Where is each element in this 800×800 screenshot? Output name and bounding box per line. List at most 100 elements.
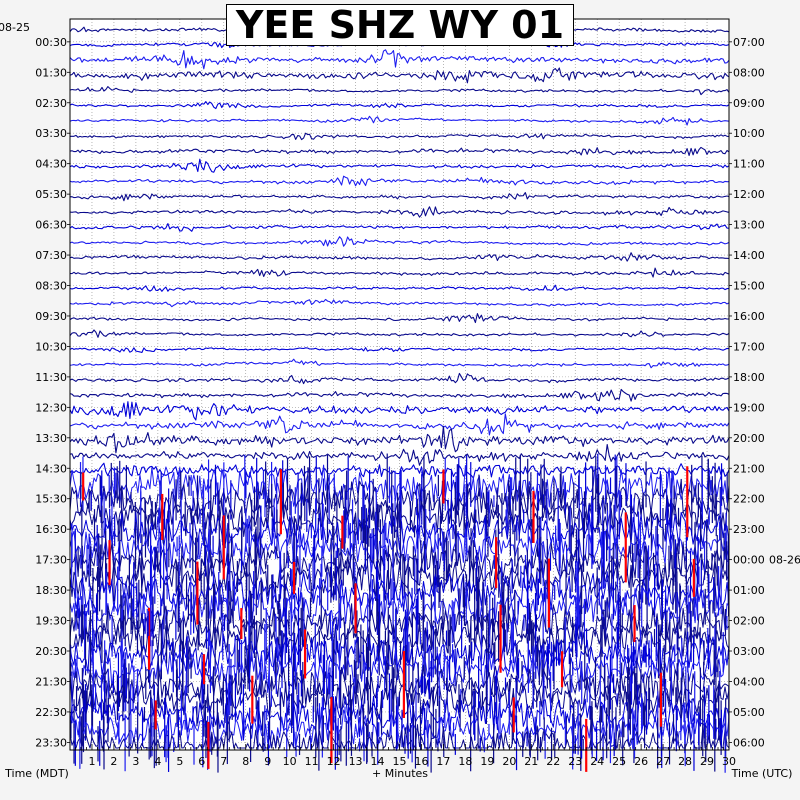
trace-row xyxy=(69,236,730,247)
trace-row xyxy=(69,443,730,466)
right-time-label: 02:00 xyxy=(733,615,765,628)
x-tick-label: 27 xyxy=(656,755,670,768)
left-date-label: 08-25 xyxy=(0,21,30,34)
right-time-label: 23:00 xyxy=(733,523,765,536)
trace-row xyxy=(69,252,730,262)
x-tick-label: 18 xyxy=(458,755,472,768)
left-time-label: 12:30 xyxy=(35,401,67,414)
right-time-label: 15:00 xyxy=(733,280,765,293)
trace-row xyxy=(69,206,730,218)
trace-row xyxy=(69,425,730,454)
right-time-label: 14:00 xyxy=(733,249,765,262)
x-tick-label: 3 xyxy=(132,755,139,768)
trace-row xyxy=(69,511,730,551)
x-axis-label-right: Time (UTC) xyxy=(731,767,793,780)
right-time-label: 07:00 xyxy=(733,36,765,49)
trace-row xyxy=(69,223,730,232)
right-date-label: 08-26 xyxy=(769,554,800,567)
trace-row xyxy=(69,192,730,202)
right-time-label: 18:00 xyxy=(733,371,765,384)
left-time-label: 04:30 xyxy=(35,158,67,171)
axis-labels: 08-25 00:30 01:30 02:30 03:30 04:30 05:30 06:30… xyxy=(0,21,800,780)
right-time-label: 13:00 xyxy=(733,219,765,232)
right-time-label: 09:00 xyxy=(733,97,765,110)
right-time-label: 19:00 xyxy=(733,401,765,414)
trace-row xyxy=(69,49,730,70)
trace-row xyxy=(69,101,730,110)
x-tick-label: 25 xyxy=(612,755,626,768)
right-time-label: 22:00 xyxy=(733,493,765,506)
left-time-label: 11:30 xyxy=(35,371,67,384)
right-time-label: 20:00 xyxy=(733,432,765,445)
trace-row xyxy=(69,388,730,402)
left-time-label: 21:30 xyxy=(35,675,67,688)
chart-title: YEE SHZ WY 01 xyxy=(226,4,574,46)
trace-row xyxy=(69,347,730,354)
x-tick-label: 29 xyxy=(700,755,714,768)
x-axis-label-left: Time (MDT) xyxy=(4,767,69,780)
x-tick-label: 16 xyxy=(414,755,428,768)
x-tick-label: 13 xyxy=(349,755,363,768)
trace-row xyxy=(69,86,730,96)
left-time-label: 07:30 xyxy=(35,249,67,262)
trace-row xyxy=(69,67,730,84)
left-time-label: 01:30 xyxy=(35,66,67,79)
x-tick-label: 8 xyxy=(242,755,249,768)
x-tick-label: 5 xyxy=(176,755,183,768)
x-tick-label: 14 xyxy=(371,755,385,768)
trace-row xyxy=(69,693,730,739)
right-time-label: 01:00 xyxy=(733,584,765,597)
left-time-label: 22:30 xyxy=(35,706,67,719)
trace-row xyxy=(69,115,730,126)
x-tick-label: 23 xyxy=(568,755,582,768)
x-tick-label: 22 xyxy=(546,755,560,768)
trace-row xyxy=(69,175,729,187)
trace-row xyxy=(69,587,730,631)
left-time-label: 00:30 xyxy=(35,36,67,49)
x-tick-label: 6 xyxy=(198,755,205,768)
right-time-label: 12:00 xyxy=(733,188,765,201)
trace-row xyxy=(69,557,730,601)
trace-row xyxy=(69,372,730,385)
x-tick-label: 28 xyxy=(678,755,692,768)
left-time-label: 10:30 xyxy=(35,340,67,353)
seismic-traces xyxy=(69,25,730,773)
trace-row xyxy=(69,267,730,278)
x-axis-label-center: + Minutes xyxy=(372,767,428,780)
left-time-label: 14:30 xyxy=(35,462,67,475)
x-tick-label: 15 xyxy=(393,755,407,768)
left-time-label: 19:30 xyxy=(35,615,67,628)
right-time-label: 05:00 xyxy=(733,706,765,719)
right-time-label: 10:00 xyxy=(733,127,765,140)
left-time-label: 09:30 xyxy=(35,310,67,323)
trace-row xyxy=(69,329,730,338)
left-time-label: 05:30 xyxy=(35,188,67,201)
x-tick-label: 26 xyxy=(634,755,648,768)
right-time-label: 04:00 xyxy=(733,675,765,688)
x-tick-label: 30 xyxy=(722,755,736,768)
x-tick-label: 1 xyxy=(88,755,95,768)
chart-title-text: YEE SHZ WY 01 xyxy=(235,3,565,47)
x-tick-label: 20 xyxy=(502,755,516,768)
right-time-label: 21:00 xyxy=(733,462,765,475)
left-time-label: 16:30 xyxy=(35,523,67,536)
right-time-label: 11:00 xyxy=(733,158,765,171)
trace-row xyxy=(69,705,730,749)
x-tick-label: 11 xyxy=(305,755,319,768)
trace-row xyxy=(69,401,730,421)
x-tick-label: 21 xyxy=(524,755,538,768)
right-time-label: 16:00 xyxy=(733,310,765,323)
x-tick-label: 19 xyxy=(480,755,494,768)
x-tick-label: 7 xyxy=(220,755,227,768)
x-tick-label: 17 xyxy=(436,755,450,768)
left-time-label: 15:30 xyxy=(35,493,67,506)
x-tick-label: 12 xyxy=(327,755,341,768)
x-tick-label: 9 xyxy=(264,755,271,768)
trace-row xyxy=(69,358,730,369)
right-time-label: 08:00 xyxy=(733,66,765,79)
trace-row xyxy=(69,146,730,157)
right-time-label: 06:00 xyxy=(733,736,765,749)
x-tick-label: 2 xyxy=(110,755,117,768)
left-time-label: 23:30 xyxy=(35,736,67,749)
